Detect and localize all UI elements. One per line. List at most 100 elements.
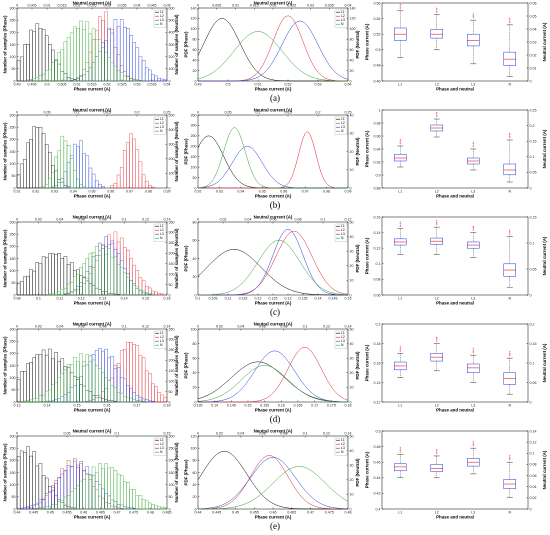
legend-label: L2 xyxy=(160,335,164,339)
x-tick-label: 0.54 xyxy=(345,83,352,87)
x2-tick-label: 0.06 xyxy=(78,325,85,329)
y2-tick-label: 40 xyxy=(350,58,354,62)
y-tick-label: 0 xyxy=(195,79,197,83)
category-label: N xyxy=(508,404,511,408)
outlier-mark: + xyxy=(399,138,401,142)
outlier-mark: + xyxy=(472,347,474,351)
boxplot-chart: 0.88 0.9 0.92 0.94 0.96 0.98 1 0 0.05 0.1 0.15 0.2 0… xyxy=(365,108,548,198)
y2-tick-label: 50 xyxy=(350,434,354,438)
outlier-mark: + xyxy=(509,133,511,137)
plot-frame xyxy=(381,430,529,510)
legend-label: L3 xyxy=(160,18,164,22)
box-iqr xyxy=(503,163,516,176)
box-iqr xyxy=(430,29,443,39)
panel-histogram: 0.91 0.92 0.93 0.94 0.95 0.96 0.97 0.98 0.99 0 0.0… xyxy=(2,107,180,199)
y2-tick-label: 10 xyxy=(350,493,354,497)
outlier-mark: + xyxy=(509,231,511,235)
x2-tick-label: 0.2 xyxy=(135,111,140,115)
y2-tick-label: 0 xyxy=(530,293,532,297)
x2-tick-label: 0.04 xyxy=(245,218,252,222)
y2-tick-label: 40 xyxy=(350,113,354,117)
x-tick-label: 0.11 xyxy=(56,297,63,301)
x2-tick-label: 0.1 xyxy=(303,432,308,436)
histogram-bar xyxy=(160,293,165,296)
x-tick-label: 0.445 xyxy=(29,511,38,515)
x2-tick-label: 0.04 xyxy=(56,218,63,222)
y2-axis-title: PDF (Neutral) xyxy=(355,458,360,487)
x-axis-title: Phase current (A) xyxy=(255,408,292,413)
series-N xyxy=(35,463,168,510)
legend-label: N xyxy=(341,236,344,240)
x2-tick-label: 0.1 xyxy=(115,432,120,436)
y-tick-label: 0.18 xyxy=(374,342,381,346)
y2-axis-title: Neutral current (A) xyxy=(542,236,547,275)
y-tick-label: 60 xyxy=(193,48,197,52)
outlier-mark: + xyxy=(436,340,438,344)
y2-tick-label: 150 xyxy=(169,471,175,475)
category-label: L3 xyxy=(471,297,475,301)
y2-axis-title: Number of samples (Neutral) xyxy=(174,442,179,503)
x-tick-label: 0.175 xyxy=(327,404,336,408)
x2-tick-label: 0.25 xyxy=(345,111,352,115)
x-axis-title: Phase current (A) xyxy=(74,301,111,306)
y2-tick-label: 20 xyxy=(350,69,354,73)
x2-tick-label: 0.12 xyxy=(142,325,149,329)
panel-boxplot: 0.06 0.08 0.1 0.12 0.14 0.16 0 0.05 0.1 0.15 Phase… xyxy=(364,214,548,306)
outlier-mark: + xyxy=(509,21,511,25)
y-tick-label: 0.48 xyxy=(374,64,381,68)
x2-tick-label: 0.025 xyxy=(287,4,296,8)
x2-tick-label: 0 xyxy=(16,4,18,8)
legend-box xyxy=(334,116,348,135)
histogram-bar xyxy=(79,184,83,189)
y-tick-label: 250 xyxy=(10,18,16,22)
legend-box xyxy=(334,223,348,242)
x-tick-label: 0.485 xyxy=(163,511,172,515)
y-tick-label: 0.98 xyxy=(374,121,381,125)
legend-label: N xyxy=(341,343,344,347)
histogram-bar xyxy=(163,79,168,82)
x-tick-label: 0.45 xyxy=(47,511,54,515)
y2-tick-label: 0 xyxy=(530,79,532,83)
x-tick-label: 0.46 xyxy=(80,511,87,515)
box-iqr xyxy=(430,464,443,472)
y-axis-title: PDF (Phase) xyxy=(184,138,189,164)
x2-tick-label: 0.15 xyxy=(104,111,111,115)
x2-tick-label: 0.02 xyxy=(35,218,42,222)
y-tick-label: 0.14 xyxy=(374,381,381,385)
y-tick-label: 0.16 xyxy=(374,361,381,365)
box-N: ++++ xyxy=(503,350,516,395)
outlier-mark: + xyxy=(436,7,438,11)
x2-tick-label: 0.08 xyxy=(280,432,287,436)
pdf-curve-L2 xyxy=(198,346,349,403)
y-tick-label: 0.46 xyxy=(374,79,381,83)
y-tick-label: 50 xyxy=(193,176,197,180)
y-tick-label: 0.88 xyxy=(374,186,381,190)
x-tick-label: 0.455 xyxy=(63,511,72,515)
y-tick-label: 40 xyxy=(193,257,197,261)
y2-tick-label: 0 xyxy=(169,79,171,83)
y2-tick-label: 0.04 xyxy=(530,485,537,489)
y-axis-title: PDF (Phase) xyxy=(184,459,189,485)
y-tick-label: 300 xyxy=(10,6,16,10)
plot-frame xyxy=(381,323,529,403)
category-label: N xyxy=(508,190,511,194)
y-tick-label: 60 xyxy=(193,239,197,243)
x-tick-label: 0.16 xyxy=(278,404,285,408)
x2-tick-label: 0 xyxy=(16,325,18,329)
y-tick-label: 250 xyxy=(10,125,16,129)
y2-tick-label: 0.14 xyxy=(530,429,537,433)
category-label: L1 xyxy=(398,511,402,515)
y-tick-label: 0.54 xyxy=(374,17,381,21)
x-tick-label: 0.17 xyxy=(311,404,318,408)
x-tick-label: 0.53 xyxy=(134,83,141,87)
x2-tick-label: 0 xyxy=(16,432,18,436)
y2-tick-label: 30 xyxy=(350,250,354,254)
x2-tick-label: 0 xyxy=(197,218,199,222)
outlier-mark: + xyxy=(509,233,511,237)
outlier-mark: + xyxy=(472,229,474,233)
legend-label: L2 xyxy=(341,442,345,446)
y2-tick-label: 0 xyxy=(169,400,171,404)
histogram-chart: 0.44 0.445 0.45 0.455 0.46 0.465 0.47 0.475 0.48… xyxy=(3,429,180,520)
y-tick-label: 200 xyxy=(191,145,197,149)
